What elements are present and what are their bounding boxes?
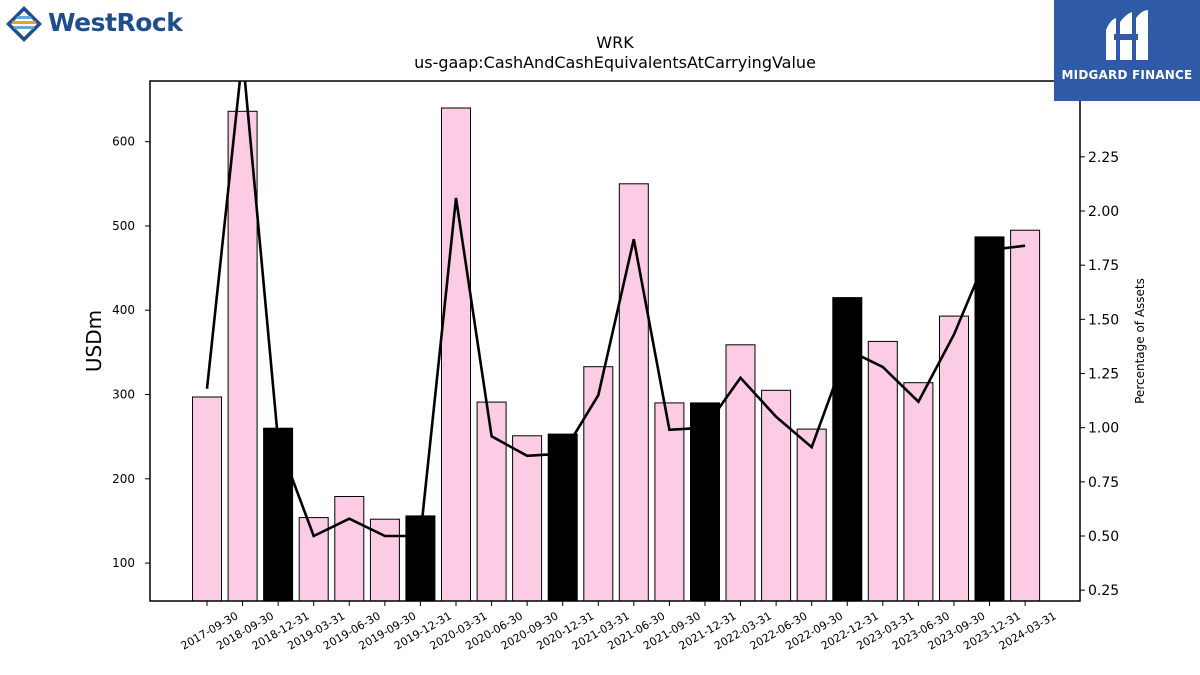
y2-tick-label: 0.25: [1088, 583, 1119, 599]
bar-2023-12-31: [974, 236, 1005, 602]
bar-2020-03-31: [441, 107, 471, 602]
bar-2019-09-30: [369, 518, 400, 602]
axes: [149, 80, 1081, 602]
bar-2020-09-30: [512, 435, 543, 602]
y-tick-label: 600: [112, 135, 135, 149]
bar-2017-09-30: [192, 396, 222, 602]
bar-group: [192, 107, 1041, 602]
y2-tick-label: 0.75: [1088, 475, 1119, 491]
percentage-line: [205, 81, 1026, 538]
bar-2023-09-30: [939, 315, 969, 602]
westrock-mark-icon: [6, 6, 42, 42]
y2-tick-label: 0.50: [1088, 529, 1119, 545]
bar-2022-06-30: [761, 389, 792, 602]
y2-tick-label: 1.25: [1088, 367, 1119, 383]
bar-2019-06-30: [334, 496, 365, 602]
chart-title: WRK: [596, 33, 634, 52]
bar-2023-06-30: [903, 382, 934, 602]
bar-2018-09-30: [227, 110, 258, 602]
y2-tick-label: 2.25: [1088, 150, 1119, 166]
y-axis-label-right: Percentage of Assets: [1133, 278, 1147, 404]
bar-2021-03-31: [583, 366, 614, 602]
chart-subtitle: us-gaap:CashAndCashEquivalentsAtCarrying…: [414, 53, 816, 72]
y2-tick-label: 2.00: [1088, 204, 1119, 220]
bar-2020-06-30: [476, 401, 507, 602]
westrock-brand-text: WestRock: [48, 8, 183, 37]
bar-2018-12-31: [263, 427, 294, 602]
bar-2022-09-30: [796, 428, 827, 602]
bar-2021-06-30: [618, 183, 649, 602]
y-tick-label: 100: [112, 556, 135, 570]
bar-2024-03-31: [1010, 229, 1041, 602]
bar-2021-12-31: [690, 402, 720, 602]
y2-tick-label: 1.50: [1088, 312, 1119, 328]
bar-2021-09-30: [654, 402, 685, 602]
bar-2022-12-31: [832, 297, 863, 602]
midgard-brand-text: MIDGARD FINANCE: [1061, 68, 1193, 82]
plot-frame: [149, 80, 1081, 602]
y-tick-label: 500: [112, 219, 135, 233]
y-tick-label: 300: [112, 388, 135, 402]
bar-2020-12-31: [547, 433, 578, 602]
midgard-finance-logo: MIDGARD FINANCE: [1054, 0, 1200, 101]
y-axis-ticks-left: 100 200 300 400 500 600: [112, 135, 150, 570]
westrock-logo: WestRock: [4, 4, 184, 44]
midgard-mark-icon: [1106, 10, 1148, 60]
y-axis-ticks-right: 0.25 0.50 0.75 1.00 1.25 1.50 1.75 2.00 2.25: [1080, 150, 1119, 599]
y-axis-label-left: USDm: [82, 310, 106, 372]
y2-tick-label: 1.75: [1088, 258, 1119, 274]
bar-2022-03-31: [725, 344, 756, 602]
y2-tick-label: 1.00: [1088, 421, 1119, 437]
y-tick-label: 200: [112, 472, 135, 486]
x-axis-ticks: 2017-09-302018-09-302018-12-312019-03-31…: [179, 601, 1059, 653]
y-tick-label: 400: [112, 303, 135, 317]
line-group: [205, 81, 1026, 538]
bar-2023-03-31: [867, 340, 898, 602]
